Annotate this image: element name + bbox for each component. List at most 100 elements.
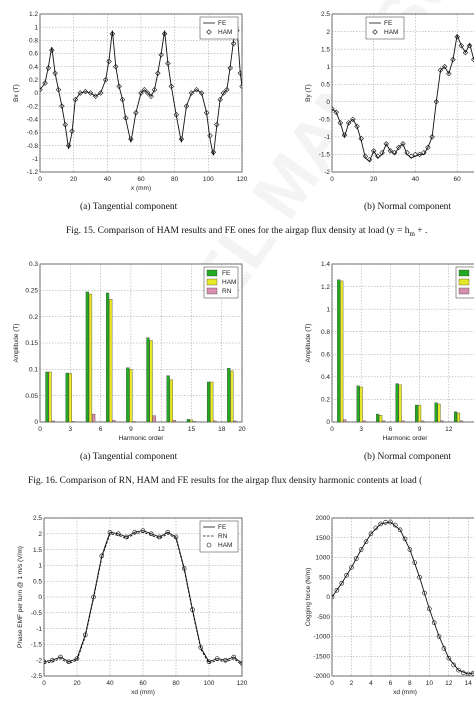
x-axis-label: x (mm) — [131, 185, 151, 192]
data-point — [102, 77, 109, 83]
data-point — [77, 90, 84, 96]
data-point — [379, 149, 385, 156]
plot-area — [337, 279, 464, 422]
y-tick-label: 0.5 — [321, 81, 330, 88]
y-axis-label: By (T) — [305, 84, 312, 102]
data-point — [190, 607, 195, 612]
x-tick-label: 6 — [389, 426, 393, 433]
x-tick-label: 12 — [158, 426, 166, 433]
legend-label-ham: HAM — [218, 542, 232, 549]
data-point — [109, 31, 116, 37]
y-tick-label: -1500 — [313, 653, 330, 660]
y-tick-label: 1.4 — [321, 261, 330, 268]
plot-area — [40, 27, 242, 156]
data-point — [158, 52, 164, 58]
x-tick-label: 12 — [445, 680, 453, 687]
bar-ham — [456, 412, 461, 422]
data-point — [404, 149, 410, 156]
data-point — [441, 646, 447, 651]
data-point — [363, 539, 369, 545]
data-point — [375, 153, 381, 159]
legend-label-fe: FE — [218, 20, 227, 27]
data-point — [402, 536, 408, 542]
y-tick-label: 0.8 — [321, 329, 330, 336]
y-tick-label: -500 — [317, 614, 330, 621]
bar-ham — [340, 280, 344, 422]
chart-harmonic-normal: 0 3 6 9 12 0 0.2 0.4 0.6 0.8 1 1.2 1.4 Harmonic order… — [304, 258, 474, 448]
y-tick-label: 2 — [326, 29, 330, 36]
data-point — [49, 657, 55, 663]
data-point — [350, 116, 356, 123]
x-tick-label: 120 — [237, 680, 248, 687]
data-point — [198, 90, 205, 96]
y-axis-label: Bx (T) — [13, 84, 20, 102]
x-tick-label: 20 — [70, 176, 78, 183]
bar-rn — [421, 420, 425, 422]
y-tick-label: -2 — [36, 657, 42, 664]
bar-ham — [88, 293, 93, 422]
bar-fe — [395, 383, 399, 422]
x-axis-label: xd (mm) — [393, 689, 417, 696]
data-point — [168, 83, 175, 90]
plot-frame — [331, 13, 474, 173]
data-point — [91, 594, 96, 600]
legend-label-fe: FE — [384, 20, 393, 27]
data-point — [72, 96, 79, 103]
data-point — [161, 31, 168, 37]
x-tick-label: 15 — [188, 426, 196, 433]
data-point — [462, 49, 469, 56]
data-point — [230, 40, 237, 47]
data-point — [145, 90, 151, 96]
y-tick-label: 1 — [34, 24, 38, 31]
series-line-rn — [44, 531, 242, 666]
data-point — [461, 670, 466, 676]
plot-area — [45, 291, 237, 422]
bar-fe — [105, 292, 110, 422]
data-point — [400, 141, 406, 147]
bar-ham — [398, 384, 402, 422]
series-line-fe — [332, 33, 474, 163]
data-point — [97, 90, 104, 96]
y-axis-label: Cogging force (N/m) — [305, 568, 312, 627]
data-point — [412, 151, 419, 158]
data-point — [40, 86, 43, 93]
data-point — [44, 659, 47, 665]
legend-swatch-rn — [458, 287, 470, 295]
y-tick-label: -2.5 — [31, 673, 43, 680]
bar-fe — [45, 371, 49, 422]
bar-fe — [186, 419, 190, 422]
x-tick-label: 40 — [412, 176, 420, 183]
y-tick-label: 2 — [38, 531, 42, 538]
data-point — [425, 144, 431, 151]
data-point — [407, 547, 413, 552]
bar-rn — [440, 420, 444, 422]
data-point — [341, 132, 348, 138]
bar-ham — [68, 373, 72, 422]
x-tick-label: 9 — [418, 426, 422, 433]
y-tick-label: 2.5 — [321, 11, 330, 18]
x-tick-label: 20 — [370, 176, 378, 183]
bar-rn — [233, 420, 237, 422]
bar-rn — [362, 420, 366, 422]
y-tick-label: 1 — [326, 64, 330, 71]
data-point — [427, 606, 432, 612]
data-point — [454, 34, 460, 40]
data-point — [198, 645, 204, 650]
data-point — [366, 156, 373, 163]
x-tick-label: 0 — [42, 680, 46, 687]
data-point — [458, 42, 465, 49]
data-point — [345, 120, 352, 126]
y-tick-label: -0.6 — [27, 130, 39, 137]
data-point — [214, 121, 220, 128]
chart-phase-emf: 0 20 40 60 80 100 120 -2.5 -2 -1.5 -1 -0.5 0 0.5 1 1.5 2… — [0, 512, 250, 702]
data-point — [220, 90, 227, 96]
bar-rn — [92, 413, 96, 422]
data-point — [456, 667, 461, 673]
bar-fe — [356, 385, 360, 422]
bar-rn — [71, 421, 76, 422]
x-tick-label: 4 — [369, 680, 373, 687]
legend-label-fe: FE — [218, 524, 227, 531]
x-tick-label: 0 — [330, 426, 334, 433]
data-point — [388, 519, 393, 525]
data-point — [362, 153, 369, 159]
